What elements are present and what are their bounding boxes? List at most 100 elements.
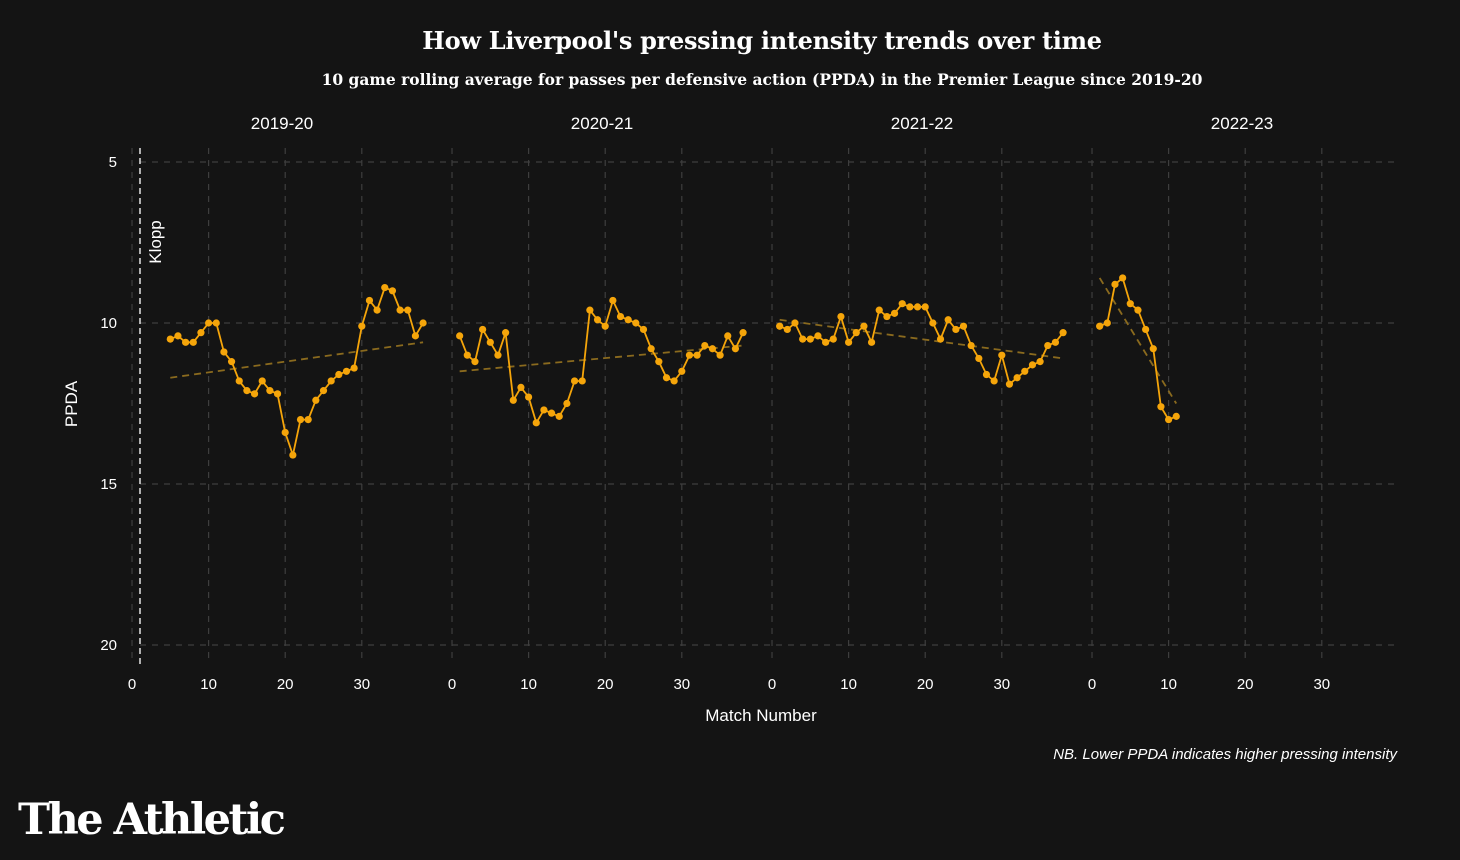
data-point xyxy=(776,322,784,330)
data-point xyxy=(189,338,197,346)
data-point xyxy=(419,319,427,327)
data-point xyxy=(540,406,548,414)
trend-line xyxy=(170,341,424,379)
data-point xyxy=(967,341,975,350)
data-point xyxy=(883,312,891,321)
data-point xyxy=(312,396,320,404)
data-point xyxy=(929,319,937,327)
the-athletic-logo: The Athletic xyxy=(18,795,286,845)
data-point xyxy=(952,325,960,334)
data-point xyxy=(921,303,929,311)
data-point xyxy=(639,325,648,334)
x-tick-label: 20 xyxy=(1237,676,1254,693)
data-point xyxy=(1172,412,1180,420)
x-tick-label: 30 xyxy=(1313,676,1330,693)
data-point xyxy=(555,412,563,420)
data-point xyxy=(411,332,420,340)
data-point xyxy=(1044,341,1052,350)
data-point xyxy=(319,387,328,395)
data-point xyxy=(982,370,991,379)
data-point xyxy=(1021,367,1029,375)
chart-subtitle: 10 game rolling average for passes per d… xyxy=(321,70,1203,89)
data-point xyxy=(783,325,791,334)
season-label: 2019-20 xyxy=(251,114,313,133)
data-point xyxy=(601,322,609,330)
data-point xyxy=(906,303,914,311)
data-point xyxy=(296,416,305,424)
data-point xyxy=(1096,322,1104,330)
data-point xyxy=(227,358,236,366)
data-point xyxy=(1005,380,1014,388)
data-point xyxy=(212,319,220,327)
data-point xyxy=(944,316,952,324)
data-point xyxy=(670,377,678,385)
data-point xyxy=(182,338,190,346)
data-point xyxy=(502,329,510,337)
data-point xyxy=(532,419,540,427)
data-point xyxy=(273,390,282,398)
data-point xyxy=(358,322,366,330)
data-point xyxy=(1059,329,1067,337)
ppda-series-line xyxy=(779,302,1064,386)
data-point xyxy=(791,319,799,327)
ppda-series-line xyxy=(1099,276,1177,421)
data-point xyxy=(693,351,701,359)
data-point xyxy=(1036,358,1044,366)
data-point xyxy=(799,335,807,343)
data-point xyxy=(875,306,883,314)
data-point xyxy=(1013,374,1021,382)
data-point xyxy=(1103,319,1111,327)
data-point xyxy=(486,338,494,346)
x-tick-label: 20 xyxy=(917,676,934,693)
data-point xyxy=(593,316,602,324)
data-point xyxy=(174,332,182,340)
data-point xyxy=(327,377,335,385)
data-point xyxy=(959,322,968,330)
x-tick-label: 0 xyxy=(1088,676,1096,693)
data-point xyxy=(731,345,740,353)
data-point xyxy=(289,451,297,459)
data-point xyxy=(525,393,533,401)
x-tick-label: 30 xyxy=(993,676,1010,693)
data-point xyxy=(860,322,868,330)
x-tick-label: 10 xyxy=(200,676,217,693)
data-point xyxy=(381,283,389,292)
data-point xyxy=(867,338,876,346)
data-point xyxy=(1126,300,1134,308)
data-point xyxy=(205,319,213,327)
data-point xyxy=(243,387,251,395)
data-point xyxy=(250,390,259,398)
x-tick-label: 0 xyxy=(768,676,776,693)
data-point xyxy=(624,316,632,324)
x-tick-label: 30 xyxy=(353,676,370,693)
y-tick-label: 10 xyxy=(100,315,117,332)
x-tick-label: 10 xyxy=(520,676,537,693)
ppda-series-line xyxy=(458,297,744,426)
data-point xyxy=(335,370,343,379)
season-label: 2022-23 xyxy=(1211,114,1273,133)
data-point xyxy=(1051,338,1060,346)
data-point xyxy=(936,335,945,343)
data-point xyxy=(570,377,579,385)
data-point xyxy=(1119,274,1127,282)
data-point xyxy=(388,287,397,295)
data-point xyxy=(913,303,922,311)
data-point xyxy=(655,358,663,366)
data-point xyxy=(814,332,822,340)
data-point xyxy=(708,345,717,353)
data-point xyxy=(724,332,732,340)
data-point xyxy=(235,377,243,385)
data-point xyxy=(463,351,471,359)
x-tick-label: 0 xyxy=(128,676,136,693)
data-point xyxy=(609,296,617,305)
data-point xyxy=(266,387,274,395)
data-point xyxy=(822,338,830,346)
data-point xyxy=(517,383,525,391)
data-point xyxy=(509,396,517,404)
data-point xyxy=(456,332,464,340)
data-point xyxy=(616,312,625,321)
data-point xyxy=(578,377,586,385)
x-tick-label: 10 xyxy=(840,676,857,693)
data-point xyxy=(990,377,998,385)
data-point xyxy=(898,300,906,308)
